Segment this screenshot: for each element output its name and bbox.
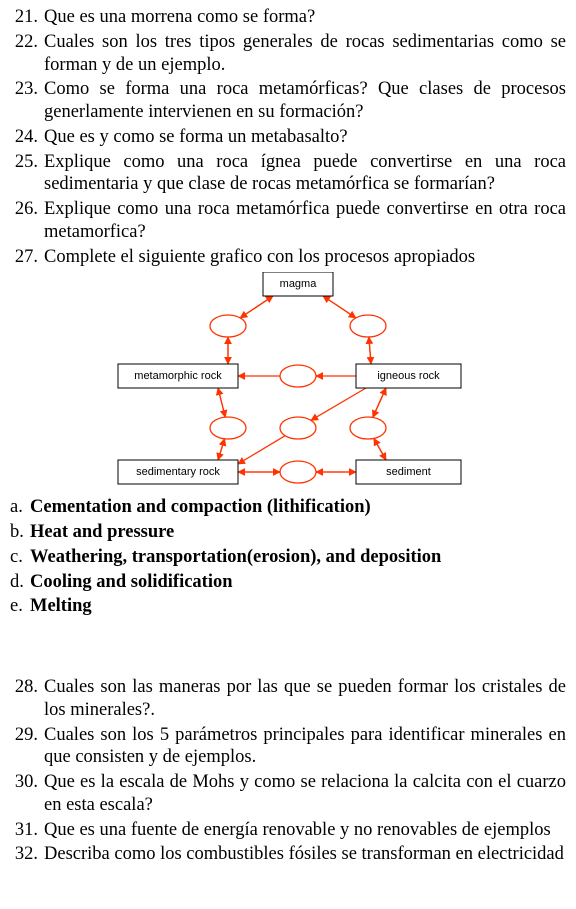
question-text: Cuales son las maneras por las que se pu… [44, 676, 566, 722]
questions_a-item: 23.Como se forma una roca metamórficas? … [10, 78, 566, 124]
diagram-arrow [323, 296, 356, 318]
question-number: 25. [10, 151, 44, 197]
question-text: Explique como una roca ígnea puede conve… [44, 151, 566, 197]
diagram-node-igneous: igneous rock [356, 364, 461, 388]
question-text: Que es una morrena como se forma? [44, 6, 566, 29]
question-number: 22. [10, 31, 44, 77]
question-number: 27. [10, 246, 44, 269]
diagram-arrow [311, 388, 366, 420]
diagram-node-metamorphic: metamorphic rock [118, 364, 238, 388]
questions_b-item: 28.Cuales son las maneras por las que se… [10, 676, 566, 722]
option-row: d.Cooling and solidification [10, 571, 566, 594]
diagram-arrow [369, 337, 371, 364]
question-text: Que es una fuente de energía renovable y… [44, 819, 566, 842]
questions_b-item: 29.Cuales son los 5 parámetros principal… [10, 724, 566, 770]
option-letter: d. [10, 571, 30, 594]
answer-options: a.Cementation and compaction (lithificat… [10, 496, 566, 618]
diagram-arrow [218, 439, 225, 460]
option-text: Cementation and compaction (lithificatio… [30, 496, 566, 519]
question-text: Complete el siguiente grafico con los pr… [44, 246, 566, 269]
questions_a-item: 21.Que es una morrena como se forma? [10, 6, 566, 29]
rock-cycle-diagram: magma metamorphic rock igneous rock sedimen… [10, 272, 566, 492]
diagram-node-label: magma [280, 278, 318, 290]
question-number: 31. [10, 819, 44, 842]
questions_b-item: 30.Que es la escala de Mohs y como se re… [10, 771, 566, 817]
questions_b-item: 32.Describa como los combustibles fósile… [10, 843, 566, 866]
question-text: Describa como los combustibles fósiles s… [44, 843, 566, 866]
option-text: Heat and pressure [30, 521, 566, 544]
diagram-node-label: sedimentary rock [136, 466, 220, 478]
diagram-process-ellipse [210, 417, 246, 439]
question-list-a: 21.Que es una morrena como se forma?22.C… [10, 6, 566, 268]
diagram-process-ellipse [280, 461, 316, 483]
question-text: Cuales son los tres tipos generales de r… [44, 31, 566, 77]
option-letter: c. [10, 546, 30, 569]
question-number: 21. [10, 6, 44, 29]
option-text: Cooling and solidification [30, 571, 566, 594]
diagram-node-sedimentary: sedimentary rock [118, 460, 238, 484]
diagram-node-label: sediment [386, 466, 431, 478]
question-text: Que es y como se forma un metabasalto? [44, 126, 566, 149]
diagram-process-ellipse [280, 365, 316, 387]
option-letter: b. [10, 521, 30, 544]
questions_a-item: 22.Cuales son los tres tipos generales d… [10, 31, 566, 77]
section-gap [10, 636, 566, 676]
diagram-arrow [373, 388, 386, 417]
option-letter: a. [10, 496, 30, 519]
question-number: 29. [10, 724, 44, 770]
diagram-arrow [218, 388, 225, 417]
question-number: 28. [10, 676, 44, 722]
question-text: Cuales son los 5 parámetros principales … [44, 724, 566, 770]
option-letter: e. [10, 595, 30, 618]
diagram-node-label: metamorphic rock [134, 370, 222, 382]
question-text: Que es la escala de Mohs y como se relac… [44, 771, 566, 817]
question-list-b: 28.Cuales son las maneras por las que se… [10, 676, 566, 866]
option-row: b.Heat and pressure [10, 521, 566, 544]
diagram-arrow [240, 296, 273, 318]
question-text: Explique como una roca metamórfica puede… [44, 198, 566, 244]
option-text: Weathering, transportation(erosion), and… [30, 546, 566, 569]
question-number: 26. [10, 198, 44, 244]
questions_a-item: 26.Explique como una roca metamórfica pu… [10, 198, 566, 244]
questions_a-item: 27.Complete el siguiente grafico con los… [10, 246, 566, 269]
questions_b-item: 31.Que es una fuente de energía renovabl… [10, 819, 566, 842]
question-number: 23. [10, 78, 44, 124]
diagram-arrow [238, 436, 285, 464]
diagram-node-magma: magma [263, 272, 333, 296]
diagram-node-sediment: sediment [356, 460, 461, 484]
diagram-node-label: igneous rock [377, 370, 440, 382]
question-number: 24. [10, 126, 44, 149]
question-number: 32. [10, 843, 44, 866]
option-row: e.Melting [10, 595, 566, 618]
questions_a-item: 25.Explique como una roca ígnea puede co… [10, 151, 566, 197]
questions_a-item: 24.Que es y como se forma un metabasalto… [10, 126, 566, 149]
diagram-process-ellipse [280, 417, 316, 439]
option-text: Melting [30, 595, 566, 618]
diagram-arrow [374, 439, 386, 461]
option-row: c.Weathering, transportation(erosion), a… [10, 546, 566, 569]
question-number: 30. [10, 771, 44, 817]
diagram-process-ellipse [350, 417, 386, 439]
option-row: a.Cementation and compaction (lithificat… [10, 496, 566, 519]
question-text: Como se forma una roca metamórficas? Que… [44, 78, 566, 124]
